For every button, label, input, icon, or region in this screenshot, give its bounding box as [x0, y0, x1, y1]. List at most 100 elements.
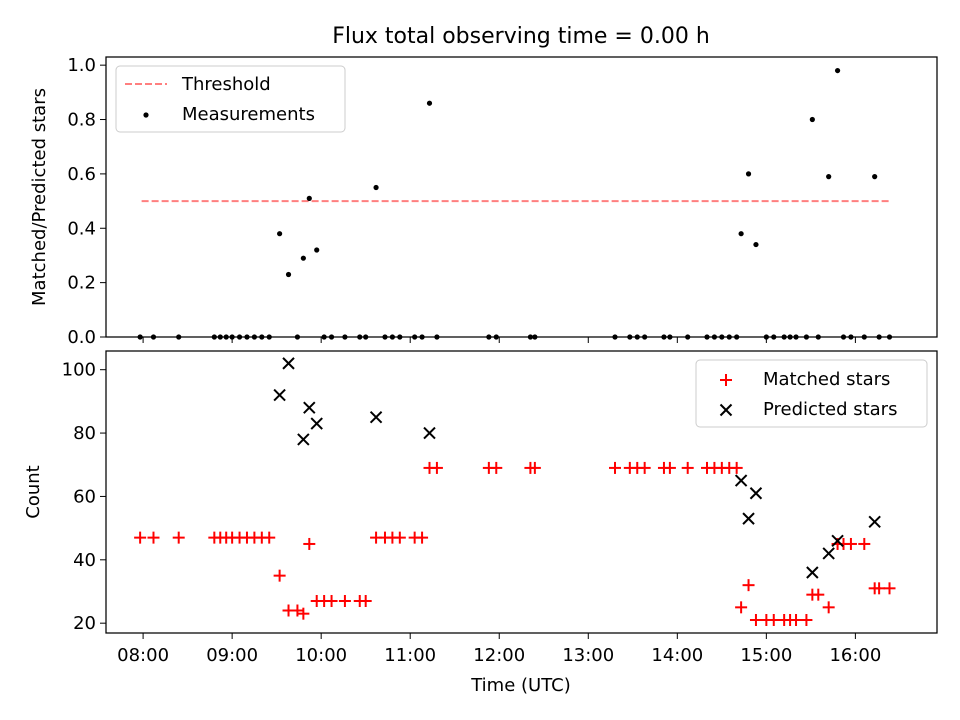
legend-measurements-label: Measurements — [182, 104, 315, 125]
matched-point — [858, 537, 871, 550]
legend-threshold-label: Threshold — [181, 74, 271, 95]
matched-point — [393, 531, 406, 544]
matched-point — [273, 569, 286, 582]
matched-point — [416, 531, 429, 544]
bottom-legend: Matched stars Predicted stars — [695, 359, 928, 428]
matched-point — [681, 461, 694, 474]
matched-point — [325, 594, 338, 607]
predicted-point — [310, 417, 323, 430]
measurement-point — [285, 271, 292, 278]
measurement-point — [373, 184, 379, 191]
legend-measurements-swatch — [143, 112, 149, 118]
predicted-point — [297, 433, 310, 446]
measurement-point — [872, 174, 878, 180]
measurement-point — [834, 67, 841, 74]
legend-matched-swatch — [720, 374, 732, 386]
predicted-point — [742, 512, 755, 525]
bottom-y-tick-label: 80 — [73, 423, 96, 444]
matched-point — [749, 614, 762, 627]
x-tick-label: 11:00 — [384, 645, 436, 666]
matched-point — [767, 614, 780, 627]
bottom-axes-frame — [105, 350, 938, 634]
bottom-x-ticks: 08:00 09:00 10:00 11:00 12:00 13:00 14:00 15:00… — [117, 633, 881, 666]
top-y-tick-label: 0.8 — [67, 110, 96, 131]
matched-point — [338, 594, 351, 607]
bottom-y-tick-label: 60 — [73, 486, 96, 507]
chart-title: Flux total observing time = 0.00 h — [332, 24, 710, 49]
matched-point — [263, 531, 276, 544]
top-y-tick-label: 1.0 — [67, 55, 96, 76]
measurement-point — [738, 231, 744, 237]
measurement-point — [314, 247, 320, 253]
x-tick-label: 12:00 — [473, 645, 525, 666]
top-y-tick-label: 0.0 — [67, 327, 96, 348]
predicted-point — [749, 487, 763, 500]
matched-point — [297, 607, 310, 620]
measurement-point — [826, 174, 832, 180]
predicted-point — [868, 515, 881, 528]
bottom-y-tick-label: 40 — [73, 550, 96, 571]
top-y-tick-label: 0.4 — [67, 218, 96, 239]
top-legend: Threshold Measurements — [115, 65, 346, 133]
matched-point — [735, 601, 748, 614]
matched-point — [359, 594, 372, 607]
legend-matched-marker — [720, 374, 732, 386]
matched-point — [742, 579, 755, 592]
matched-point — [883, 582, 896, 595]
matched-point — [873, 582, 886, 595]
predicted-point — [273, 388, 286, 402]
x-tick-label: 16:00 — [829, 645, 881, 666]
matched-point — [663, 461, 676, 474]
top-y-tick-label: 0.6 — [67, 164, 96, 185]
predicted-point — [831, 534, 844, 548]
matched-point — [790, 614, 803, 627]
matched-point — [812, 588, 825, 601]
bottom-marks — [134, 357, 896, 627]
predicted-point — [822, 547, 835, 560]
matched-point — [730, 461, 743, 474]
matched-point — [303, 537, 316, 550]
matched-point — [638, 461, 651, 474]
bottom-y-tick-label: 20 — [73, 613, 96, 634]
measurement-point — [809, 116, 815, 123]
legend-predicted-swatch — [719, 403, 733, 417]
top-y-tick-label: 0.2 — [67, 273, 96, 294]
matched-point — [147, 531, 160, 544]
matched-point — [490, 461, 503, 474]
measurement-point — [753, 241, 759, 248]
x-axis-label: Time (UTC) — [470, 675, 571, 696]
measurement-point — [306, 195, 312, 201]
matched-point — [608, 461, 621, 474]
predicted-point — [369, 411, 383, 424]
bottom-y-tick-label: 100 — [62, 360, 96, 381]
predicted-point — [423, 426, 436, 440]
matched-point — [430, 461, 443, 474]
matched-point — [172, 531, 185, 544]
x-tick-label: 08:00 — [117, 645, 169, 666]
matched-point — [844, 537, 857, 550]
measurement-point — [745, 171, 752, 177]
predicted-point — [282, 357, 295, 370]
legend-predicted-marker — [719, 403, 733, 417]
top-x-ticks — [142, 337, 856, 343]
matched-point — [134, 531, 147, 544]
predicted-point — [806, 566, 819, 579]
top-axes-frame — [105, 56, 938, 338]
top-legend-box — [115, 65, 346, 133]
bottom-legend-box — [695, 359, 928, 428]
top-y-ticks: 0.0 0.2 0.4 0.6 0.8 1.0 — [67, 55, 106, 348]
x-tick-label: 13:00 — [562, 645, 614, 666]
matched-point — [822, 601, 835, 614]
measurement-point — [300, 255, 306, 261]
legend-predicted-label: Predicted stars — [763, 399, 897, 420]
measurement-point — [277, 231, 283, 237]
matched-point — [528, 461, 541, 474]
x-tick-label: 09:00 — [206, 645, 258, 666]
bottom-y-ticks: 20 40 60 80 100 — [62, 360, 106, 634]
predicted-point — [303, 401, 316, 414]
x-tick-label: 14:00 — [651, 645, 703, 666]
legend-matched-label: Matched stars — [763, 369, 890, 390]
measurement-point — [426, 100, 433, 106]
top-panel: 0.0 0.2 0.4 0.6 0.8 1.0 Matched/Predicted sta… — [29, 55, 938, 348]
